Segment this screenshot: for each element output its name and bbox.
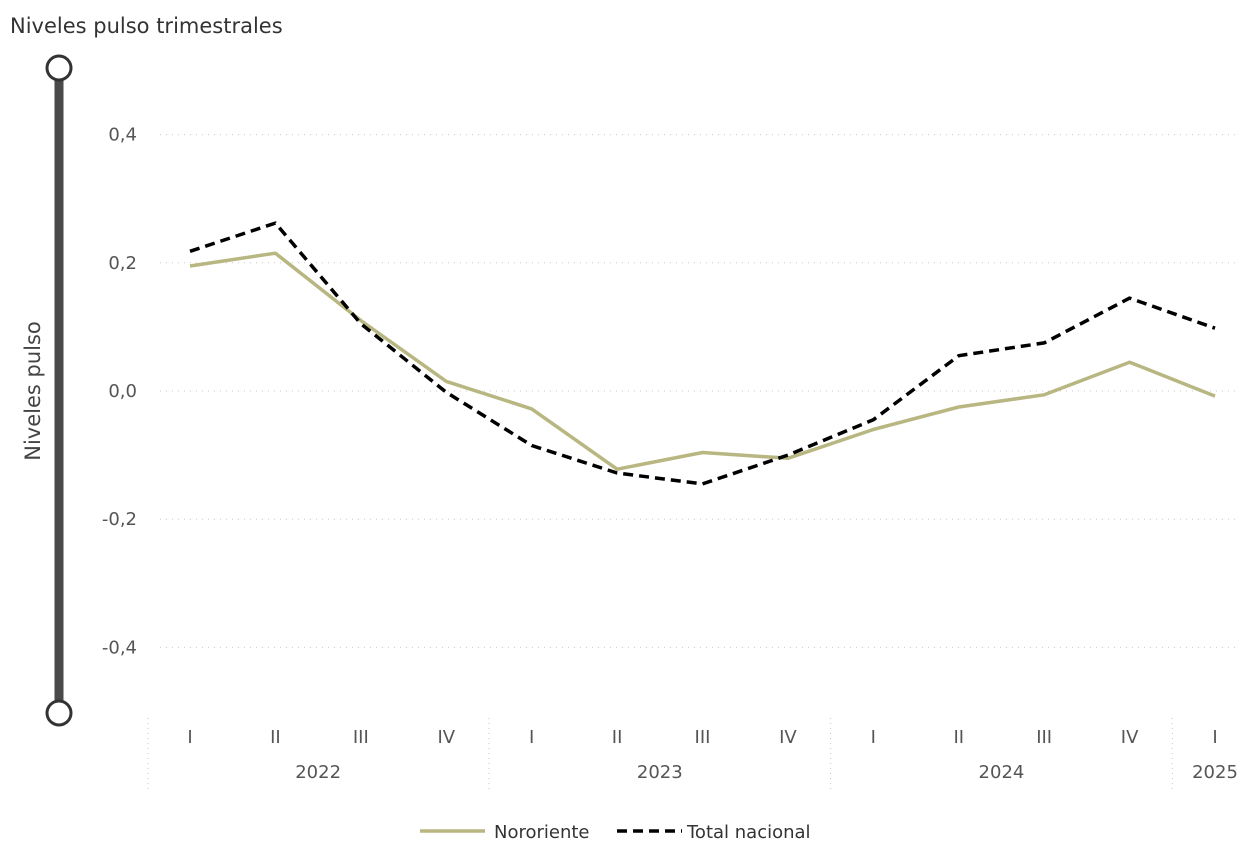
y-axis-top-handle[interactable] [45,54,73,82]
x-tick-label: IV [1121,727,1139,748]
legend-item[interactable]: Nororiente [420,822,590,843]
x-group-label: 2025 [1192,762,1238,783]
x-tick-label: III [353,727,369,748]
x-tick-label: II [612,727,623,748]
y-tick-label: -0,4 [102,637,137,658]
legend-label: Total nacional [686,822,811,843]
gridlines [160,134,1240,648]
legend-label: Nororiente [494,822,590,843]
x-group-label: 2023 [637,762,683,783]
legend-item[interactable]: Total nacional [617,822,811,843]
series-line-total-nacional[interactable] [189,221,1216,486]
x-tick-label: IV [779,727,797,748]
y-axis-bottom-handle[interactable] [45,699,73,727]
x-tick-label: II [270,727,281,748]
x-group-label: 2024 [979,762,1025,783]
x-group-label: 2022 [295,762,341,783]
x-tick-label: I [1212,727,1217,748]
x-tick-label: III [1036,727,1052,748]
chart-title: Niveles pulso trimestrales [10,14,283,38]
series-line-nororiente[interactable] [189,251,1216,471]
x-tick-label: III [695,727,711,748]
x-tick-label: II [953,727,964,748]
x-tick-label: I [529,727,534,748]
y-tick-label: 0,0 [108,381,137,402]
y-axis: Niveles pulso 0,4 0,2 0,0 -0,2 -0,4 [21,54,137,727]
series-lines [189,221,1216,486]
legend[interactable]: Nororiente Total nacional [420,822,811,843]
y-tick-label: 0,2 [108,253,137,274]
x-tick-label: IV [437,727,455,748]
x-tick-label: I [187,727,192,748]
y-tick-label: 0,4 [108,125,137,146]
x-tick-label: I [871,727,876,748]
y-tick-label: -0,2 [102,509,137,530]
y-axis-label: Niveles pulso [21,321,45,461]
